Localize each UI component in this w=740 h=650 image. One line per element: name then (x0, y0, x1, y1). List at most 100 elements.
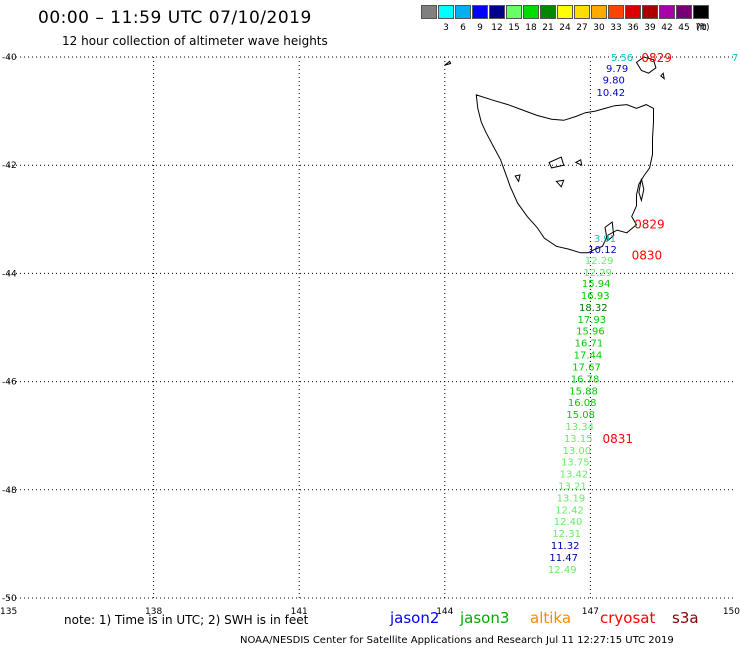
wave-height-value: 15.96 (576, 327, 605, 338)
legend-label: 15 (508, 23, 520, 33)
legend-label: 18 (525, 23, 537, 33)
wave-height-value: 3.91 (594, 234, 616, 245)
legend-label: 42 (661, 23, 673, 33)
wave-height-value: 12.42 (555, 505, 584, 516)
wave-height-value: 15.88 (569, 386, 598, 397)
island-coastline (635, 56, 657, 74)
wave-height-value: 12.29 (583, 268, 612, 279)
wave-height-value: 12.29 (585, 256, 614, 267)
legend-swatch (676, 5, 692, 19)
lon-tick-label: 138 (145, 607, 162, 617)
legend-swatch (506, 5, 522, 19)
wave-height-value: 16.93 (581, 291, 610, 302)
island-coastline (604, 221, 615, 242)
wave-height-value: 16.78 (571, 374, 600, 385)
island-coastline (660, 72, 665, 80)
lat-tick-label: -44 (2, 269, 17, 279)
lon-tick-label: 147 (582, 607, 599, 617)
legend-swatch (693, 5, 709, 19)
wave-height-value: 17.67 (572, 362, 601, 373)
wave-height-value: 13.42 (560, 470, 589, 481)
wave-height-value: 13.19 (557, 493, 586, 504)
legend-label: 6 (460, 23, 466, 33)
satellite-altika: altika (530, 609, 572, 627)
wave-height-value: 9.79 (606, 64, 628, 75)
lon-tick-label: 144 (436, 607, 453, 617)
legend-label: 21 (542, 23, 554, 33)
lat-tick-label: -42 (2, 161, 17, 171)
wave-height-value: 17.93 (578, 315, 607, 326)
pass-time-label: 0831 (603, 432, 634, 446)
legend-swatch (540, 5, 556, 19)
island-coastline (555, 179, 565, 188)
legend-swatch (421, 5, 437, 19)
map-subtitle: 12 hour collection of altimeter wave hei… (62, 34, 328, 48)
pass-time-label: 0829 (634, 218, 665, 232)
credit-line: NOAA/NESDIS Center for Satellite Applica… (240, 635, 674, 646)
satellite-jason2: jason2 (390, 609, 440, 627)
legend-swatch (455, 5, 471, 19)
wave-height-value: 9.80 (603, 76, 625, 87)
legend-label: 33 (610, 23, 622, 33)
pass-time-label: 0830 (632, 248, 663, 262)
wave-height-value: 12.49 (548, 565, 577, 576)
wave-height-value: 13.15 (564, 434, 593, 445)
lon-tick-label: 150 (723, 607, 740, 617)
satellite-jason3: jason3 (460, 609, 510, 627)
satellite-cryosat: cryosat (600, 609, 656, 627)
map-title: 00:00 – 11:59 UTC 07/10/2019 (38, 8, 312, 28)
wave-height-value: 13.21 (558, 481, 587, 492)
pass-time-label: 0829 (641, 51, 672, 65)
lon-tick-label: 141 (291, 607, 308, 617)
wave-height-value: 10.12 (588, 245, 617, 256)
legend-label: 39 (644, 23, 656, 33)
legend-swatch (625, 5, 641, 19)
legend-label: 27 (576, 23, 588, 33)
edge-value: 7 (732, 53, 738, 64)
legend-label: 12 (491, 23, 503, 33)
island-coastline (548, 156, 565, 169)
wave-height-value: 17.44 (574, 351, 603, 362)
legend-swatch (557, 5, 573, 19)
legend-label: 70 (695, 23, 707, 33)
satellite-s3a: s3a (672, 609, 699, 627)
legend-label: 30 (593, 23, 605, 33)
wave-height-value: 13.00 (562, 446, 591, 457)
lat-tick-label: -46 (2, 378, 17, 388)
legend-label: 45 (678, 23, 690, 33)
legend-label: 36 (627, 23, 639, 33)
lat-tick-label: -48 (2, 486, 17, 496)
legend-swatch (574, 5, 590, 19)
wave-height-value: 13.75 (561, 458, 590, 469)
legend-swatch (608, 5, 624, 19)
island-coastline (514, 174, 521, 183)
legend-swatch (659, 5, 675, 19)
legend-swatch (523, 5, 539, 19)
island-coastline (574, 159, 583, 167)
wave-height-value: 5.56 (611, 53, 633, 64)
legend-unit: (ft) (696, 23, 710, 33)
legend-swatch (489, 5, 505, 19)
wave-height-value: 10.42 (596, 88, 625, 99)
legend-swatch (591, 5, 607, 19)
island-coastline (444, 60, 452, 66)
wave-height-value: 11.47 (549, 553, 578, 564)
legend-label: 24 (559, 23, 571, 33)
wave-height-value: 16.71 (575, 339, 604, 350)
wave-height-value: 16.08 (568, 398, 597, 409)
island-coastline (638, 178, 645, 203)
lat-tick-label: -40 (2, 53, 17, 63)
legend-swatch (642, 5, 658, 19)
lon-tick-label: 135 (0, 607, 17, 617)
lat-tick-label: -50 (2, 594, 17, 604)
legend-swatch (472, 5, 488, 19)
wave-height-value: 12.40 (554, 517, 583, 528)
wave-height-value: 13.34 (565, 422, 594, 433)
legend-swatch (438, 5, 454, 19)
units-note: note: 1) Time is in UTC; 2) SWH is in fe… (64, 613, 309, 627)
tasmania-coastline (475, 94, 654, 254)
legend-label: 3 (443, 23, 449, 33)
legend-label: 9 (477, 23, 483, 33)
wave-height-value: 18.32 (579, 303, 608, 314)
